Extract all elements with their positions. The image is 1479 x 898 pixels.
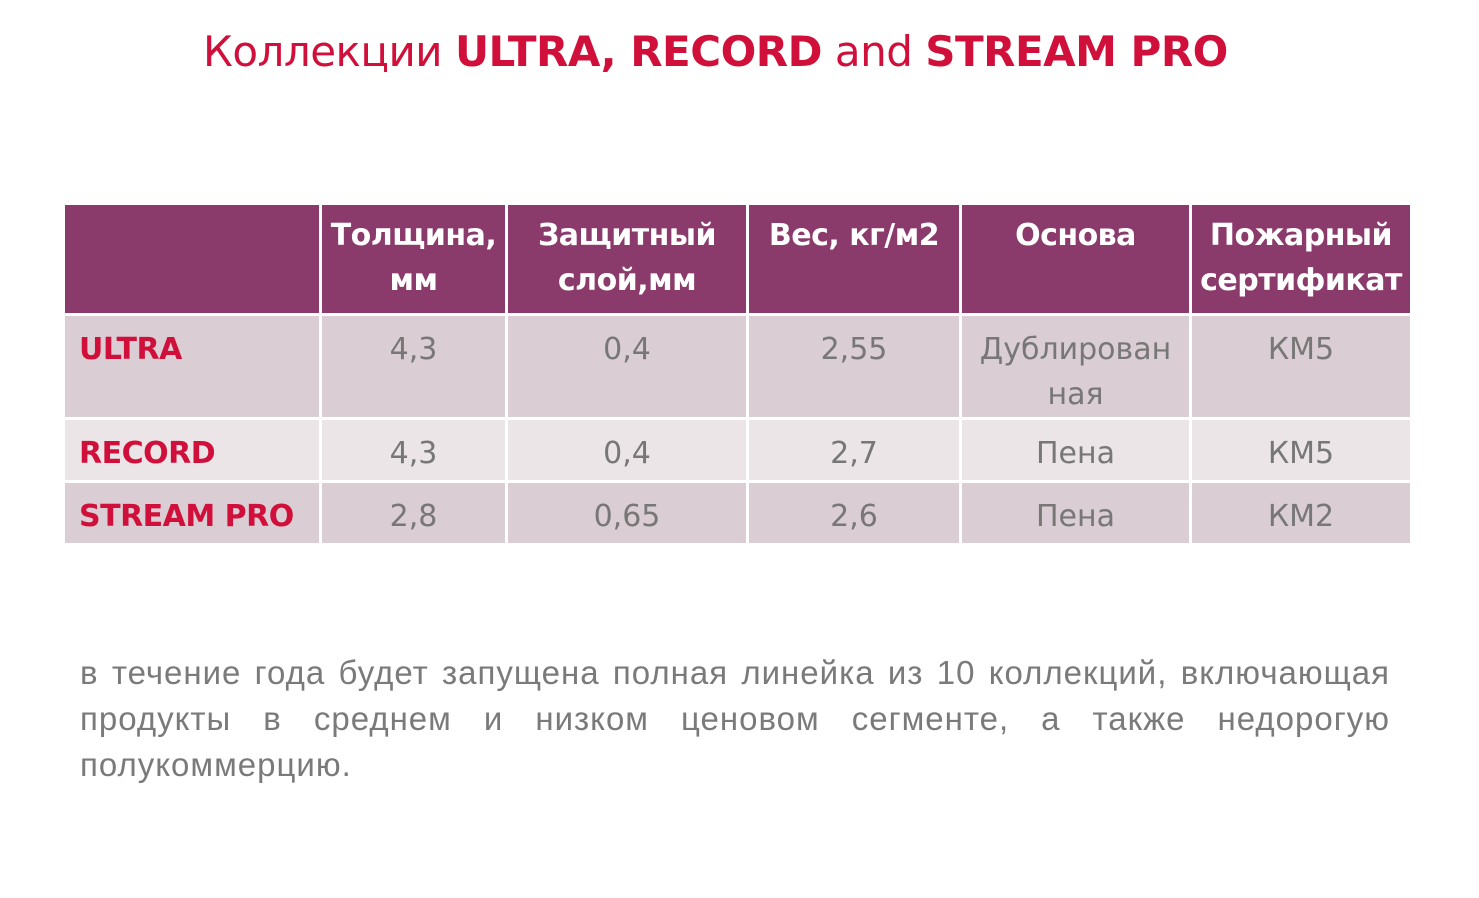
header-base: Основа: [959, 202, 1192, 316]
table-row: RECORD 4,3 0,4 2,7 Пена КМ5: [62, 417, 1413, 483]
cell-thickness: 4,3: [319, 313, 508, 420]
note-paragraph: в течение года будет запущена полная лин…: [80, 654, 1390, 783]
row-collection-name: STREAM PRO: [62, 480, 322, 546]
cell-base: Дублированная: [959, 313, 1192, 420]
cell-fire-certificate: КМ2: [1189, 480, 1413, 546]
cell-thickness: 2,8: [319, 480, 508, 546]
cell-protective-layer: 0,65: [505, 480, 749, 546]
header-protective-layer: Защитный слой,мм: [505, 202, 749, 316]
table-row: STREAM PRO 2,8 0,65 2,6 Пена КМ2: [62, 480, 1413, 546]
header-cell-empty: [62, 202, 322, 316]
table-row: ULTRA 4,3 0,4 2,55 Дублированная КМ5: [62, 313, 1413, 420]
cell-protective-layer: 0,4: [505, 417, 749, 483]
cell-protective-layer: 0,4: [505, 313, 749, 420]
title-text-1: Коллекции: [203, 27, 455, 76]
cell-fire-certificate: КМ5: [1189, 417, 1413, 483]
title-collections-2: STREAM PRO: [925, 27, 1228, 76]
header-thickness: Толщина, мм: [319, 202, 508, 316]
cell-base: Пена: [959, 417, 1192, 483]
row-collection-name: RECORD: [62, 417, 322, 483]
cell-thickness: 4,3: [319, 417, 508, 483]
page-title: Коллекции ULTRA, RECORD and STREAM PRO: [203, 22, 1228, 82]
cell-weight: 2,7: [746, 417, 962, 483]
table-header-row: Толщина, мм Защитный слой,мм Вес, кг/м2 …: [62, 202, 1413, 316]
header-weight: Вес, кг/м2: [746, 202, 962, 316]
cell-base: Пена: [959, 480, 1192, 546]
collections-table: Толщина, мм Защитный слой,мм Вес, кг/м2 …: [62, 202, 1413, 546]
header-fire-certificate: Пожарный сертификат: [1189, 202, 1413, 316]
cell-weight: 2,55: [746, 313, 962, 420]
cell-fire-certificate: КМ5: [1189, 313, 1413, 420]
row-collection-name: ULTRA: [62, 313, 322, 420]
title-text-2: and: [821, 27, 926, 76]
cell-weight: 2,6: [746, 480, 962, 546]
title-collections-1: ULTRA, RECORD: [454, 27, 823, 76]
